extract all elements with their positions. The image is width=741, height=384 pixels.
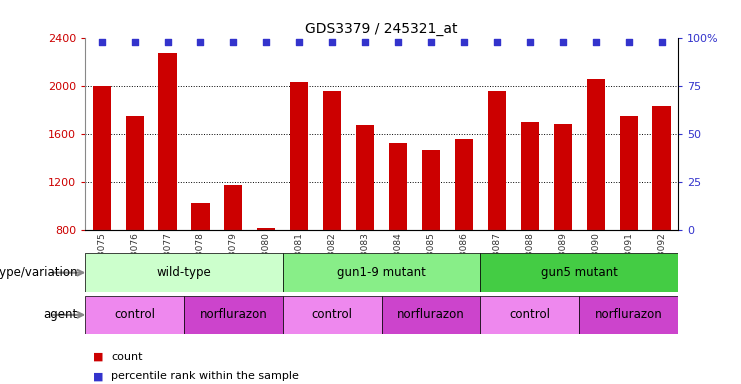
Text: gun1-9 mutant: gun1-9 mutant bbox=[337, 266, 426, 279]
Bar bbox=[488, 91, 506, 230]
Point bbox=[590, 39, 602, 45]
Point bbox=[293, 39, 305, 45]
Text: count: count bbox=[111, 352, 143, 362]
Text: control: control bbox=[509, 308, 551, 321]
Bar bbox=[93, 86, 110, 230]
Text: ■: ■ bbox=[93, 371, 103, 381]
Bar bbox=[323, 91, 342, 230]
Bar bbox=[579, 296, 678, 334]
Bar bbox=[653, 106, 671, 230]
Text: gun5 mutant: gun5 mutant bbox=[541, 266, 618, 279]
Point bbox=[195, 39, 207, 45]
Text: agent: agent bbox=[44, 308, 78, 321]
Bar bbox=[554, 124, 572, 230]
Bar bbox=[225, 185, 242, 230]
Bar bbox=[480, 253, 678, 292]
Point bbox=[491, 39, 503, 45]
Bar bbox=[283, 253, 480, 292]
Bar bbox=[257, 228, 276, 230]
Text: percentile rank within the sample: percentile rank within the sample bbox=[111, 371, 299, 381]
Bar bbox=[184, 296, 283, 334]
Point bbox=[359, 39, 371, 45]
Bar bbox=[521, 122, 539, 230]
Bar bbox=[191, 203, 210, 230]
Point bbox=[260, 39, 272, 45]
Point bbox=[656, 39, 668, 45]
Bar bbox=[382, 296, 480, 334]
Title: GDS3379 / 245321_at: GDS3379 / 245321_at bbox=[305, 22, 458, 36]
Point bbox=[556, 39, 568, 45]
Bar bbox=[290, 82, 308, 230]
Point bbox=[227, 39, 239, 45]
Bar bbox=[356, 125, 374, 230]
Bar bbox=[159, 53, 176, 230]
Text: control: control bbox=[114, 308, 155, 321]
Bar bbox=[480, 296, 579, 334]
Text: norflurazon: norflurazon bbox=[397, 308, 465, 321]
Text: ■: ■ bbox=[93, 352, 103, 362]
Bar bbox=[85, 296, 184, 334]
Bar bbox=[422, 150, 440, 230]
Text: control: control bbox=[312, 308, 353, 321]
Point bbox=[524, 39, 536, 45]
Bar bbox=[455, 139, 473, 230]
Point bbox=[622, 39, 634, 45]
Text: norflurazon: norflurazon bbox=[199, 308, 268, 321]
Point bbox=[425, 39, 437, 45]
Point bbox=[326, 39, 338, 45]
Bar bbox=[389, 143, 407, 230]
Point bbox=[129, 39, 141, 45]
Text: norflurazon: norflurazon bbox=[595, 308, 662, 321]
Bar bbox=[587, 79, 605, 230]
Bar bbox=[125, 116, 144, 230]
Text: wild-type: wild-type bbox=[156, 266, 211, 279]
Text: genotype/variation: genotype/variation bbox=[0, 266, 78, 279]
Bar bbox=[283, 296, 382, 334]
Point bbox=[392, 39, 404, 45]
Point bbox=[162, 39, 173, 45]
Point bbox=[458, 39, 470, 45]
Point bbox=[96, 39, 107, 45]
Bar bbox=[619, 116, 638, 230]
Bar bbox=[85, 253, 283, 292]
